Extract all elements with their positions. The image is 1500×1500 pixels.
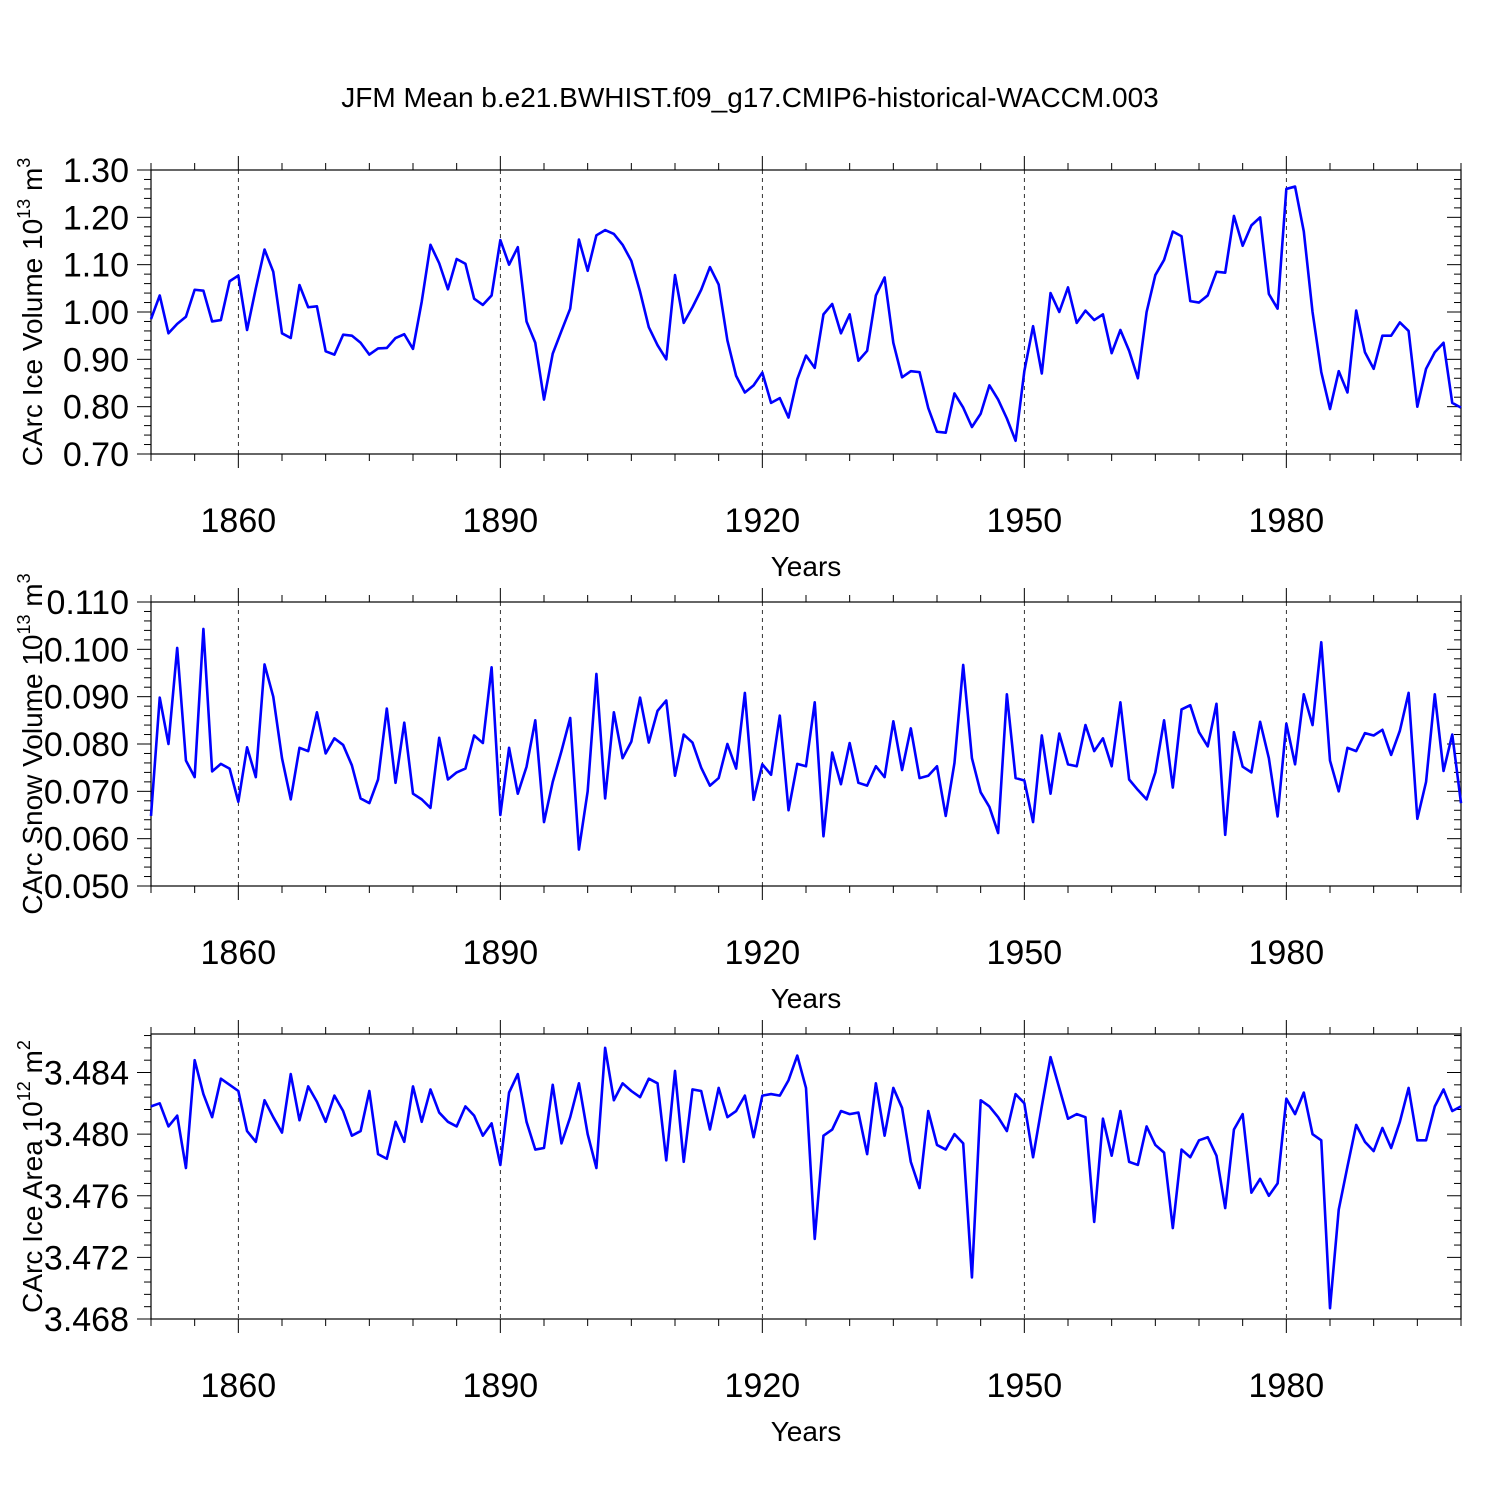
y-tick-label: 1.00	[63, 294, 129, 332]
y-tick-label: 0.060	[44, 821, 129, 859]
y-axis-label-exponent: 13	[14, 199, 34, 219]
y-tick-label: 0.90	[63, 341, 129, 379]
y-axis-label-unit: m	[17, 1050, 48, 1081]
y-tick-label: 3.468	[44, 1301, 129, 1339]
y-tick-label: 0.070	[44, 773, 129, 811]
plot-frame	[150, 169, 1462, 455]
y-axis-label: CArc Ice Volume 1013 m3	[14, 158, 48, 467]
x-tick-label: 1950	[987, 934, 1063, 972]
y-axis-label-text: CArc Snow Volume 10	[17, 635, 48, 915]
x-tick-label: 1980	[1249, 934, 1325, 972]
x-tick-label: 1860	[201, 1367, 277, 1405]
y-tick-label: 0.80	[63, 389, 129, 427]
x-tick-label: 1980	[1249, 502, 1325, 540]
series-line	[149, 185, 1462, 443]
chart-panel-2: 0.050 0.060 0.070 0.080 0.090 0.100 0.110 1860 1…	[14, 573, 1463, 1014]
x-tick-label: 1920	[725, 934, 801, 972]
figure-title: JFM Mean b.e21.BWHIST.f09_g17.CMIP6-hist…	[341, 82, 1158, 113]
series-line	[150, 1046, 1462, 1310]
y-tick-label: 0.100	[44, 631, 129, 669]
chart-panel-1: 0.70 0.80 0.90 1.00 1.10 1.20 1.30 1860 1890 1920…	[14, 152, 1462, 582]
x-axis-label: Years	[771, 983, 842, 1014]
y-tick-label: 0.090	[44, 679, 129, 717]
y-tick-label: 0.080	[44, 726, 129, 764]
x-axis-label: Years	[771, 1416, 842, 1447]
x-tick-label: 1950	[987, 502, 1063, 540]
x-tick-label: 1920	[725, 1367, 801, 1405]
y-tick-label: 0.110	[46, 584, 129, 622]
y-axis-label-unit-exponent: 3	[14, 573, 34, 583]
y-tick-label: 1.10	[63, 247, 129, 285]
x-tick-label: 1950	[987, 1367, 1063, 1405]
y-tick-label: 3.480	[44, 1116, 129, 1154]
y-tick-label: 3.484	[44, 1055, 129, 1093]
y-axis-label-unit: m	[17, 168, 48, 199]
plot-frame	[150, 1033, 1462, 1320]
series-line	[149, 627, 1463, 851]
y-axis-label-text: CArc Ice Volume 10	[17, 219, 48, 466]
y-tick-label: 1.30	[63, 152, 129, 190]
chart-panel-3: 3.468 3.472 3.476 3.480 3.484 1860 1890 1920 195…	[14, 1020, 1462, 1447]
y-axis-label-unit-exponent: 2	[14, 1040, 34, 1050]
y-tick-label: 0.70	[63, 436, 129, 474]
panels: 0.70 0.80 0.90 1.00 1.10 1.20 1.30 1860 1890 1920…	[14, 152, 1463, 1447]
y-axis-label-unit: m	[17, 583, 48, 614]
x-tick-label: 1890	[463, 1367, 539, 1405]
x-tick-label: 1920	[725, 502, 801, 540]
x-tick-label: 1980	[1249, 1367, 1325, 1405]
y-axis-label-exponent: 12	[14, 1081, 34, 1101]
x-tick-label: 1890	[463, 502, 539, 540]
y-axis-label-text: CArc Ice Area 10	[17, 1101, 48, 1313]
y-tick-label: 0.050	[44, 868, 129, 906]
y-axis-label: CArc Snow Volume 1013 m3	[14, 573, 48, 914]
x-tick-label: 1860	[201, 502, 277, 540]
y-tick-label: 3.472	[44, 1239, 129, 1277]
y-tick-label: 1.20	[63, 199, 129, 237]
x-tick-label: 1890	[463, 934, 539, 972]
y-axis-label-unit-exponent: 3	[14, 158, 34, 168]
y-axis-label: CArc Ice Area 1012 m2	[14, 1040, 48, 1313]
x-axis-label: Years	[771, 551, 842, 582]
y-axis-label-exponent: 13	[14, 614, 34, 634]
y-tick-label: 3.476	[44, 1178, 129, 1216]
x-tick-label: 1860	[201, 934, 277, 972]
